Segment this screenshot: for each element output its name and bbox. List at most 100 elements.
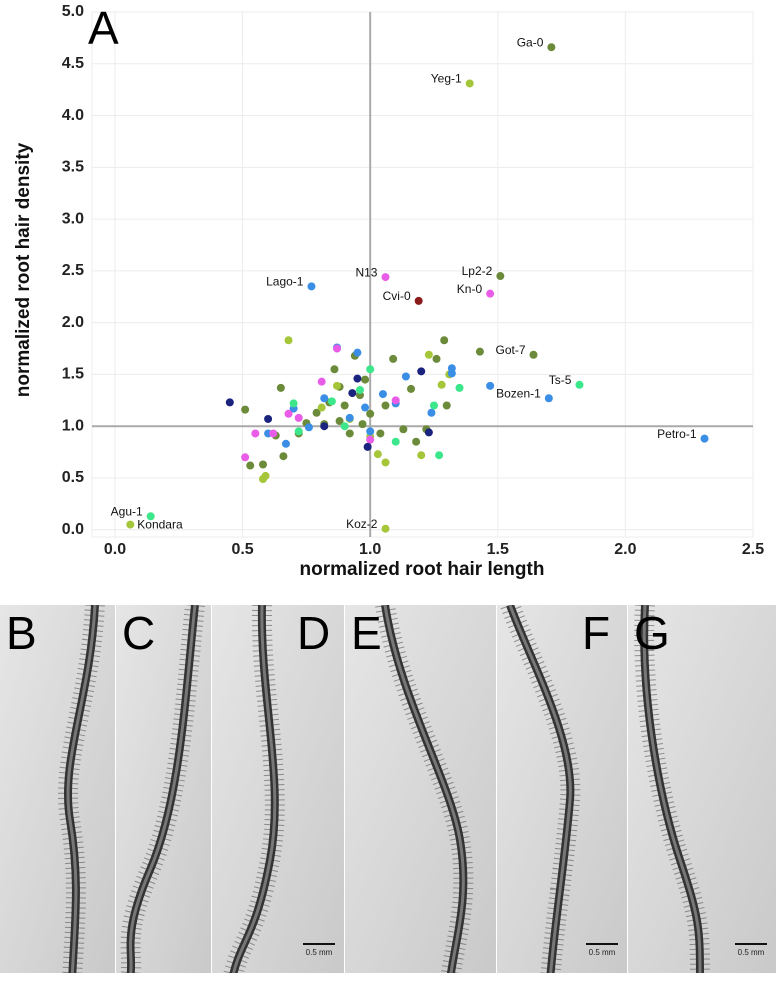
point (399, 425, 408, 434)
micrograph: F 0.5 mm (497, 605, 627, 973)
point (440, 336, 449, 345)
point (435, 451, 444, 460)
point-label: Agu-1 (111, 504, 143, 518)
point-label: Cvi-0 (383, 289, 411, 303)
x-tick-label: 1.0 (359, 541, 381, 558)
point (547, 43, 556, 52)
point (373, 450, 382, 459)
point (417, 367, 426, 376)
x-tick-label: 0.5 (231, 541, 253, 558)
y-tick-label: 1.0 (62, 417, 84, 434)
y-tick-label: 1.5 (62, 366, 84, 383)
x-tick-label: 1.5 (487, 541, 509, 558)
point (378, 390, 387, 399)
point (424, 350, 433, 359)
point (317, 403, 326, 412)
panel-label: E (351, 607, 382, 659)
point (361, 403, 370, 412)
y-tick-label: 4.0 (62, 107, 84, 124)
point-label: Ts-5 (549, 373, 572, 387)
point (437, 380, 446, 389)
point (146, 512, 155, 521)
point (225, 398, 234, 407)
point (432, 354, 441, 363)
point-label: Koz-2 (346, 517, 378, 531)
point (340, 401, 349, 410)
point (429, 401, 438, 410)
x-tick-label: 2.5 (742, 541, 764, 558)
y-axis-label: normalized root hair density (13, 142, 34, 397)
point (475, 347, 484, 356)
point (241, 405, 250, 414)
point (401, 372, 410, 381)
point (281, 439, 290, 448)
y-tick-label: 2.0 (62, 314, 84, 331)
point (407, 384, 416, 393)
point (246, 461, 255, 470)
point (312, 408, 321, 417)
point (289, 399, 298, 408)
y-tick-label: 0.5 (62, 469, 84, 486)
point-label: Kondara (137, 518, 183, 532)
point (424, 428, 433, 437)
point (284, 336, 293, 345)
point (544, 394, 553, 403)
point (320, 422, 329, 431)
point (412, 437, 421, 446)
scale-bar-label: 0.5 mm (306, 948, 333, 957)
y-tick-label: 3.0 (62, 210, 84, 227)
point (366, 409, 375, 418)
micrograph-background (497, 605, 627, 973)
point (381, 401, 390, 410)
root-core (508, 605, 572, 973)
point (529, 350, 538, 359)
point-label: Kn-0 (457, 282, 483, 296)
point (353, 348, 362, 357)
point (361, 375, 370, 384)
panel-label: A (88, 2, 119, 54)
y-tick-label: 4.5 (62, 55, 84, 72)
root-core (642, 605, 702, 973)
point (355, 385, 364, 394)
root-core (129, 605, 197, 973)
point (335, 417, 344, 426)
point (366, 435, 375, 444)
point-label: N13 (355, 265, 377, 279)
point (317, 377, 326, 386)
point (251, 429, 260, 438)
point (575, 380, 584, 389)
micrograph: C (116, 605, 211, 973)
micrograph: E (345, 605, 496, 973)
x-axis-label: normalized root hair length (300, 559, 545, 580)
point (307, 282, 316, 291)
y-tick-label: 5.0 (62, 3, 84, 20)
point (447, 369, 456, 378)
panel-label: G (634, 607, 670, 659)
point (358, 420, 367, 429)
point (353, 374, 362, 383)
point-label: Lp2-2 (462, 264, 493, 278)
point (327, 397, 336, 406)
plot-area (91, 11, 754, 538)
y-tick-label: 3.5 (62, 159, 84, 176)
micrograph: D 0.5 mm (212, 605, 344, 973)
point (363, 442, 372, 451)
point (348, 389, 357, 398)
scale-bar-label: 0.5 mm (589, 948, 616, 957)
point-label: Yeg-1 (431, 72, 462, 86)
micrograph: B (0, 605, 115, 973)
point (700, 434, 709, 443)
point (333, 344, 342, 353)
point (276, 383, 285, 392)
point (261, 471, 270, 480)
point (294, 427, 303, 436)
point-label: Petro-1 (657, 427, 697, 441)
point (258, 460, 267, 469)
point (330, 365, 339, 374)
point (391, 396, 400, 405)
point (455, 383, 464, 392)
point (465, 79, 474, 88)
scale-bar-label: 0.5 mm (738, 948, 765, 957)
point (294, 413, 303, 422)
